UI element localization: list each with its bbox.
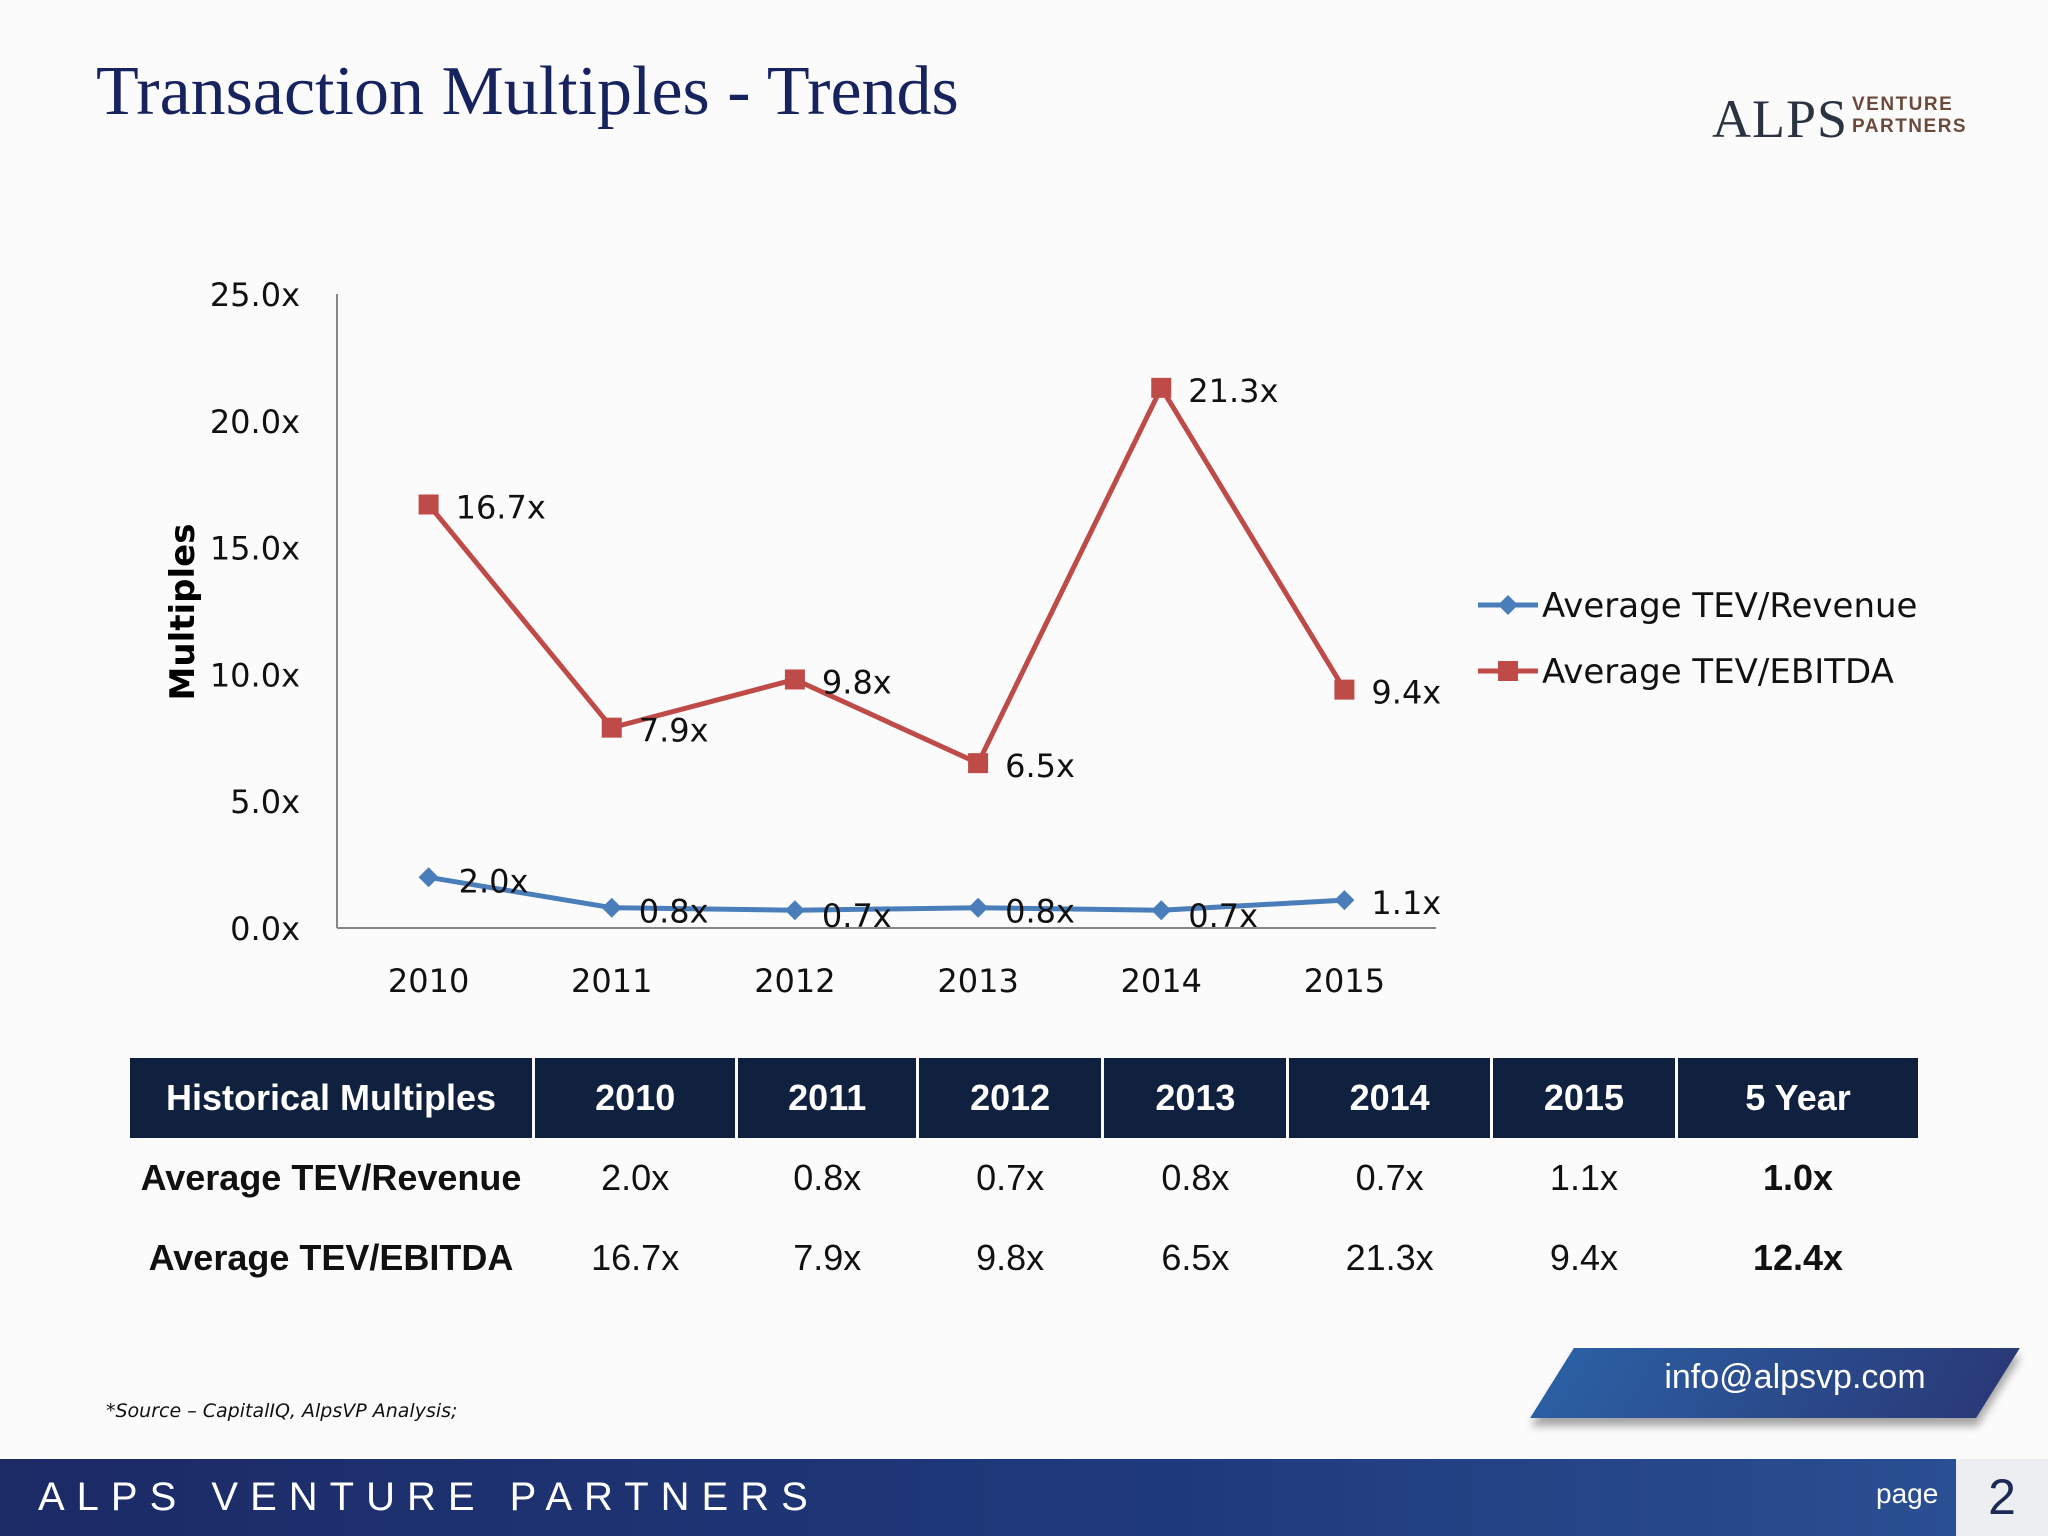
- table-header: 2015: [1492, 1058, 1676, 1138]
- table-cell: 21.3x: [1345, 1237, 1434, 1278]
- table-header: 2014: [1289, 1058, 1490, 1138]
- data-label: 2.0x: [459, 862, 529, 900]
- table-header: 2013: [1104, 1058, 1287, 1138]
- data-label: 1.1x: [1371, 884, 1441, 922]
- series-line: [426, 385, 1347, 766]
- data-point-marker: [601, 717, 622, 738]
- five-year-cell: 12.4x: [1752, 1237, 1844, 1278]
- data-label: 0.8x: [1005, 893, 1075, 931]
- x-tick-label: 2010: [388, 962, 469, 1000]
- legend-marker: [1498, 595, 1518, 615]
- y-tick-label: 5.0x: [230, 783, 300, 821]
- data-label: 9.8x: [822, 663, 892, 701]
- table-cell: 0.7x: [976, 1157, 1045, 1198]
- table-row: Average TEV/Revenue 2.0x 0.8x 0.7x 0.8x …: [130, 1138, 1918, 1218]
- data-point-marker: [418, 494, 439, 515]
- table-cell: 16.7x: [591, 1237, 680, 1278]
- x-tick-label: 2015: [1304, 962, 1385, 1000]
- series-line: [428, 874, 1345, 913]
- y-tick-label: 0.0x: [230, 910, 300, 948]
- legend-label: Average TEV/Revenue: [1542, 586, 1917, 626]
- data-label: 0.8x: [639, 893, 709, 931]
- data-point-marker: [968, 897, 989, 918]
- x-tick-label: 2012: [754, 962, 835, 1000]
- y-tick-label: 15.0x: [210, 530, 300, 568]
- y-tick-label: 20.0x: [210, 403, 300, 441]
- footer-page-label: page: [1876, 1478, 1939, 1509]
- page-title: Transaction Multiples - Trends: [96, 53, 959, 130]
- data-label: 9.4x: [1371, 674, 1441, 712]
- x-tick-label: 2011: [571, 962, 652, 1000]
- table-header: 5 Year: [1678, 1058, 1918, 1138]
- table-cell: 0.7x: [1355, 1157, 1424, 1198]
- data-label: 0.7x: [822, 897, 892, 935]
- table-row: Average TEV/EBITDA 16.7x 7.9x 9.8x 6.5x …: [130, 1218, 1918, 1298]
- table-cell: 1.1x: [1549, 1157, 1618, 1198]
- legend-label: Average TEV/EBITDA: [1542, 652, 1894, 692]
- table-header-row: Historical Multiples 2010 2011 2012 2013…: [130, 1058, 1918, 1138]
- row-label: Average TEV/Revenue: [140, 1157, 522, 1198]
- data-label: 0.7x: [1188, 897, 1258, 935]
- y-tick-label: 25.0x: [210, 276, 300, 314]
- data-label: 7.9x: [639, 712, 709, 750]
- table-header: 2010: [535, 1058, 736, 1138]
- email-link[interactable]: info@alpsvp.com: [1664, 1358, 1926, 1396]
- footer-bar: [0, 1459, 1956, 1536]
- table-cell: 9.8x: [976, 1237, 1045, 1278]
- data-label: 6.5x: [1005, 747, 1075, 785]
- data-point-marker: [418, 867, 439, 888]
- y-axis-label: Multiples: [163, 524, 203, 701]
- data-point-marker: [1334, 679, 1355, 700]
- data-label: 16.7x: [456, 488, 546, 526]
- table-cell: 9.4x: [1549, 1237, 1618, 1278]
- table-cell: 0.8x: [1161, 1157, 1230, 1198]
- data-point-marker: [968, 753, 989, 774]
- data-point-marker: [601, 897, 622, 918]
- data-point-marker: [1151, 377, 1172, 398]
- y-tick-label: 10.0x: [210, 656, 300, 694]
- logo-subtitle-2: PARTNERS: [1852, 116, 1968, 137]
- five-year-cell: 1.0x: [1762, 1157, 1834, 1198]
- table-cell: 7.9x: [793, 1237, 862, 1278]
- x-tick-label: 2013: [937, 962, 1018, 1000]
- logo-subtitle-1: VENTURE: [1852, 94, 1954, 115]
- data-label: 21.3x: [1188, 372, 1278, 410]
- table-cell: 0.8x: [793, 1157, 862, 1198]
- data-point-marker: [1334, 890, 1355, 911]
- source-note: *Source – CapitalIQ, AlpsVP Analysis;: [106, 1400, 458, 1422]
- data-point-marker: [784, 669, 805, 690]
- table-header: Historical Multiples: [130, 1058, 532, 1138]
- x-tick-label: 2014: [1121, 962, 1202, 1000]
- table-cell: 2.0x: [601, 1157, 670, 1198]
- data-point-marker: [1151, 900, 1172, 921]
- legend-marker: [1498, 661, 1518, 681]
- table-header: 2011: [738, 1058, 917, 1138]
- row-label: Average TEV/EBITDA: [148, 1237, 514, 1278]
- multiples-line-chart: 0.0x 5.0x 10.0x 15.0x 20.0x 25.0x 2010 2011 201…: [163, 276, 1917, 1000]
- logo-wordmark: ALPS: [1712, 89, 1849, 149]
- page-number: 2: [1956, 1459, 2048, 1536]
- table-cell: 6.5x: [1161, 1237, 1230, 1278]
- footer-brand: ALPS VENTURE PARTNERS: [38, 1475, 820, 1519]
- historical-multiples-table: Historical Multiples 2010 2011 2012 2013…: [127, 1058, 1921, 1298]
- table-header: 2012: [919, 1058, 1102, 1138]
- data-point-marker: [784, 900, 805, 921]
